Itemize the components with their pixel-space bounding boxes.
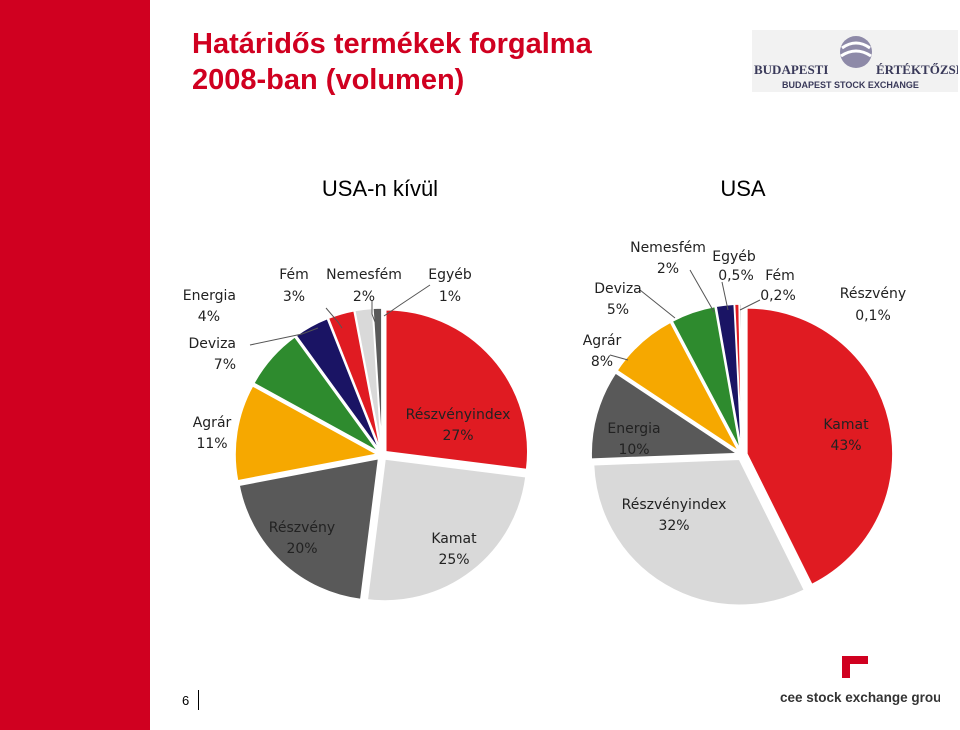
usa-label-deviza-name: Deviza (594, 281, 642, 297)
label-egyeb-name: Egyéb (428, 267, 472, 283)
page-number: 6 (182, 693, 190, 708)
label-energia-pct: 4% (198, 309, 220, 325)
label-deviza-name: Deviza (189, 336, 237, 352)
cee-logo-text: cee stock exchange group (780, 690, 940, 705)
usa-label-fem-name: Fém (765, 268, 795, 284)
usa-slice-reszvenyindex (592, 458, 806, 607)
red-side-bar (0, 0, 150, 730)
title-line-2: 2008-ban (volumen) (192, 64, 465, 96)
usa-slice-agrar (615, 321, 740, 452)
page-title: Határidős termékek forgalma 2008-ban (vo… (192, 26, 712, 98)
usa-label-nemesfem-name: Nemesfém (630, 240, 706, 256)
label-deviza-pct: 7% (214, 357, 236, 373)
usa-label-reszvenyindex-pct: 32% (658, 518, 689, 534)
usa-label-reszvenyindex-name: Részvényindex (622, 497, 727, 513)
title-line-1: Határidős termékek forgalma (192, 28, 592, 60)
label-fem-pct: 3% (283, 289, 305, 305)
pie-outside-usa (234, 307, 529, 602)
slice-egyeb (372, 307, 383, 451)
label-reszveny-name: Részvény (269, 520, 335, 536)
usa-slice-deviza (671, 305, 742, 451)
slice-reszvenyindex (385, 308, 529, 471)
usa-label-agrar-name: Agrár (583, 333, 622, 349)
usa-slice-reszveny (740, 303, 743, 451)
usa-label-energia-name: Energia (607, 421, 660, 437)
usa-label-kamat-pct: 43% (830, 438, 861, 454)
chart-title-outside-usa: USA-n kívül (322, 176, 438, 201)
bse-logo: BUDAPESTI ÉRTÉKTŐZSDE BUDAPEST STOCK EXC… (752, 30, 958, 92)
label-energia-name: Energia (183, 288, 236, 304)
usa-label-agrar-pct: 8% (591, 354, 613, 370)
slice-reszveny (238, 457, 380, 601)
usa-slice-kamat (746, 307, 894, 586)
label-agrar-name: Agrár (193, 415, 232, 431)
usa-label-reszveny-pct: 0,1% (855, 308, 891, 324)
usa-label-fem-pct: 0,2% (760, 288, 796, 304)
slice-kamat (366, 458, 527, 602)
pie-usa (590, 303, 894, 607)
slice-agrar (234, 384, 380, 482)
usa-label-reszveny-name: Részvény (840, 286, 906, 302)
label-reszvenyindex-name: Részvényindex (406, 407, 511, 423)
usa-label-egyeb-pct: 0,5% (718, 268, 754, 284)
label-nemesfem-pct: 2% (353, 289, 375, 305)
usa-label-energia-pct: 10% (618, 442, 649, 458)
label-egyeb-pct: 1% (439, 289, 461, 305)
bse-logo-left: BUDAPESTI (754, 62, 828, 77)
cee-logo: cee stock exchange group (780, 656, 940, 705)
slice-deviza (252, 335, 379, 453)
page-number-divider (198, 690, 199, 710)
usa-label-deviza-pct: 5% (607, 302, 629, 318)
bse-logo-right: ÉRTÉKTŐZSDE (876, 62, 958, 77)
label-reszveny-pct: 20% (286, 541, 317, 557)
label-nemesfem-name: Nemesfém (326, 267, 402, 283)
label-kamat-pct: 25% (438, 552, 469, 568)
usa-slice-energia (590, 371, 740, 460)
slice-fem (327, 309, 382, 451)
label-kamat-name: Kamat (431, 531, 477, 547)
bse-logo-sub: BUDAPEST STOCK EXCHANGE (782, 80, 919, 90)
label-leader-lines (249, 269, 761, 361)
usa-label-egyeb-name: Egyéb (712, 249, 756, 265)
label-agrar-pct: 11% (196, 436, 227, 452)
usa-label-nemesfem-pct: 2% (657, 261, 679, 277)
chart-title-usa: USA (720, 176, 766, 201)
cee-bracket-icon (842, 656, 868, 678)
label-fem-name: Fém (279, 267, 309, 283)
usa-label-kamat-name: Kamat (823, 417, 869, 433)
label-reszvenyindex-pct: 27% (442, 428, 473, 444)
